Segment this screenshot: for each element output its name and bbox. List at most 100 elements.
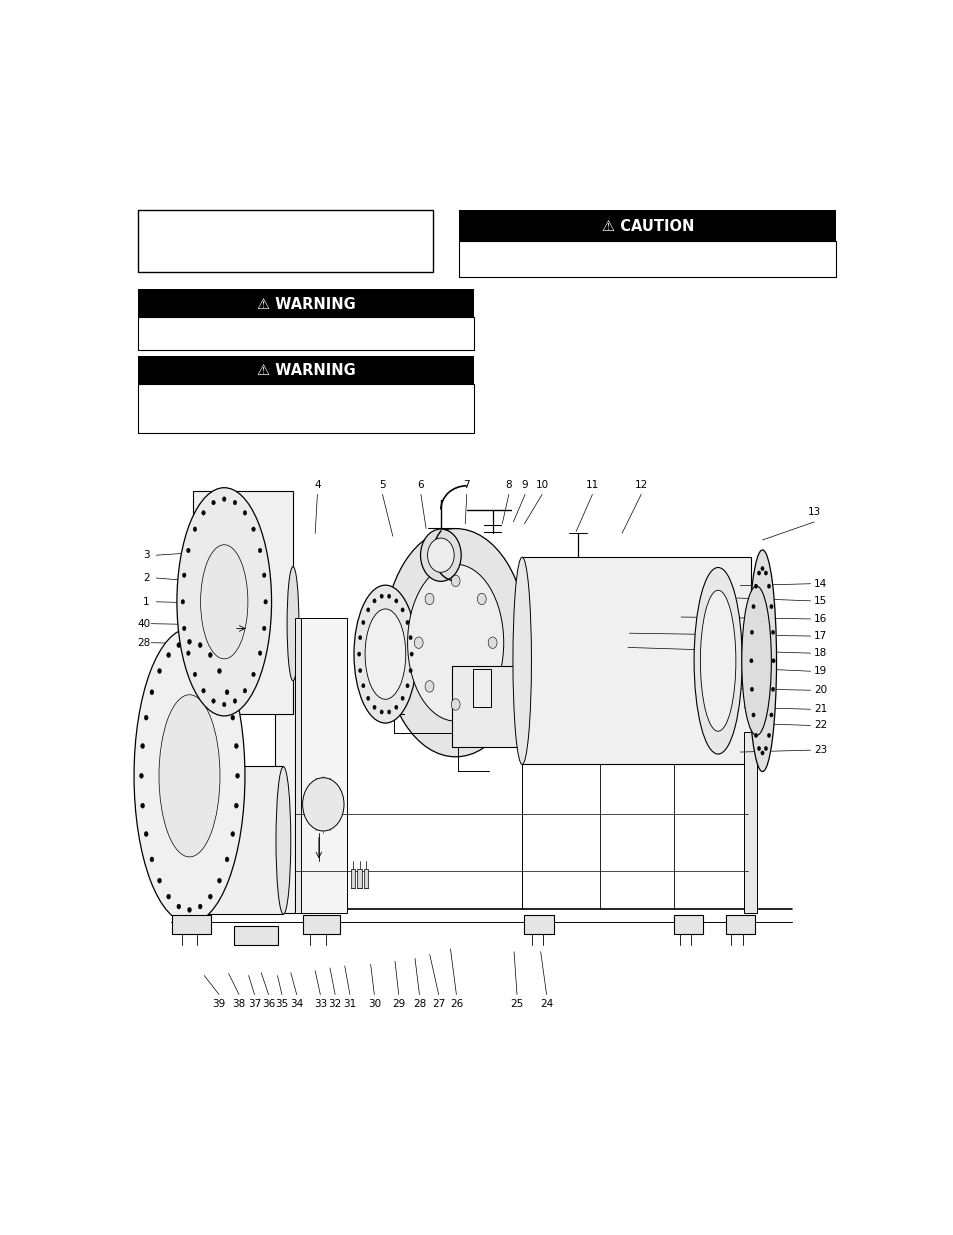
Bar — [472, 669, 491, 708]
Circle shape — [243, 510, 247, 515]
Circle shape — [769, 604, 772, 609]
Circle shape — [425, 593, 434, 605]
Circle shape — [757, 746, 760, 751]
Circle shape — [217, 668, 221, 673]
Circle shape — [252, 527, 255, 531]
Circle shape — [760, 751, 763, 755]
Circle shape — [766, 584, 770, 588]
Circle shape — [222, 496, 226, 501]
Bar — [137, 289, 474, 320]
Bar — [351, 869, 355, 888]
Circle shape — [187, 548, 190, 553]
Bar — [521, 557, 751, 764]
Circle shape — [766, 734, 770, 737]
Ellipse shape — [159, 695, 220, 857]
Circle shape — [751, 604, 755, 609]
Bar — [724, 915, 755, 934]
Circle shape — [233, 699, 236, 703]
Circle shape — [387, 710, 391, 714]
Bar — [459, 241, 836, 277]
Circle shape — [763, 571, 767, 576]
Text: 27: 27 — [432, 999, 445, 1009]
Circle shape — [167, 652, 171, 657]
Ellipse shape — [427, 538, 454, 572]
Circle shape — [749, 658, 752, 663]
Circle shape — [231, 715, 234, 720]
Ellipse shape — [383, 529, 527, 757]
Circle shape — [181, 599, 185, 604]
Circle shape — [187, 651, 190, 656]
Circle shape — [234, 803, 238, 808]
Bar — [673, 915, 702, 934]
Text: 11: 11 — [585, 479, 598, 489]
Circle shape — [208, 652, 212, 657]
Text: 28: 28 — [413, 999, 426, 1009]
Circle shape — [760, 567, 763, 571]
Circle shape — [139, 773, 143, 778]
Text: 4: 4 — [314, 479, 320, 489]
Circle shape — [193, 672, 196, 677]
Circle shape — [425, 680, 434, 692]
Circle shape — [264, 599, 267, 604]
Text: 9: 9 — [521, 479, 528, 489]
Ellipse shape — [287, 567, 298, 680]
Circle shape — [366, 608, 370, 613]
Text: 20: 20 — [813, 685, 826, 695]
Text: 32: 32 — [328, 999, 341, 1009]
Text: 7: 7 — [463, 479, 470, 489]
Ellipse shape — [354, 585, 416, 722]
Bar — [137, 356, 474, 385]
Circle shape — [366, 697, 370, 700]
Ellipse shape — [407, 564, 503, 721]
Bar — [524, 915, 554, 934]
Circle shape — [361, 620, 365, 625]
Ellipse shape — [741, 587, 771, 735]
Circle shape — [234, 743, 238, 748]
Ellipse shape — [513, 557, 531, 764]
Text: 34: 34 — [290, 999, 303, 1009]
Circle shape — [400, 608, 404, 613]
Bar — [193, 490, 293, 714]
Circle shape — [379, 710, 383, 714]
Circle shape — [258, 651, 261, 656]
Text: 22: 22 — [813, 720, 826, 730]
Circle shape — [414, 637, 423, 648]
Circle shape — [357, 652, 360, 656]
Circle shape — [193, 527, 196, 531]
Ellipse shape — [365, 609, 405, 699]
Text: 31: 31 — [343, 999, 356, 1009]
Bar — [274, 646, 294, 913]
Text: 26: 26 — [449, 999, 462, 1009]
Circle shape — [400, 697, 404, 700]
Text: 1: 1 — [143, 597, 150, 606]
Ellipse shape — [275, 767, 291, 914]
Circle shape — [157, 878, 161, 883]
Text: ⚠ CAUTION: ⚠ CAUTION — [601, 219, 694, 235]
Circle shape — [409, 636, 412, 640]
Circle shape — [757, 571, 760, 576]
Ellipse shape — [748, 550, 776, 772]
Circle shape — [140, 743, 145, 748]
Bar — [364, 869, 368, 888]
Text: 13: 13 — [807, 508, 820, 517]
Text: 33: 33 — [314, 999, 327, 1009]
Bar — [459, 210, 836, 243]
Circle shape — [144, 715, 148, 720]
Circle shape — [188, 908, 192, 913]
Circle shape — [373, 599, 375, 603]
Circle shape — [217, 878, 221, 883]
Circle shape — [405, 684, 409, 688]
Circle shape — [225, 690, 229, 695]
Bar — [302, 915, 339, 934]
Text: 19: 19 — [813, 666, 826, 677]
Circle shape — [476, 680, 486, 692]
Ellipse shape — [176, 488, 272, 716]
Bar — [137, 317, 474, 350]
Bar — [191, 766, 283, 914]
Text: 5: 5 — [378, 479, 385, 489]
Circle shape — [410, 652, 413, 656]
Bar — [233, 926, 278, 945]
Text: 8: 8 — [505, 479, 512, 489]
Text: 36: 36 — [262, 999, 274, 1009]
Circle shape — [361, 684, 365, 688]
